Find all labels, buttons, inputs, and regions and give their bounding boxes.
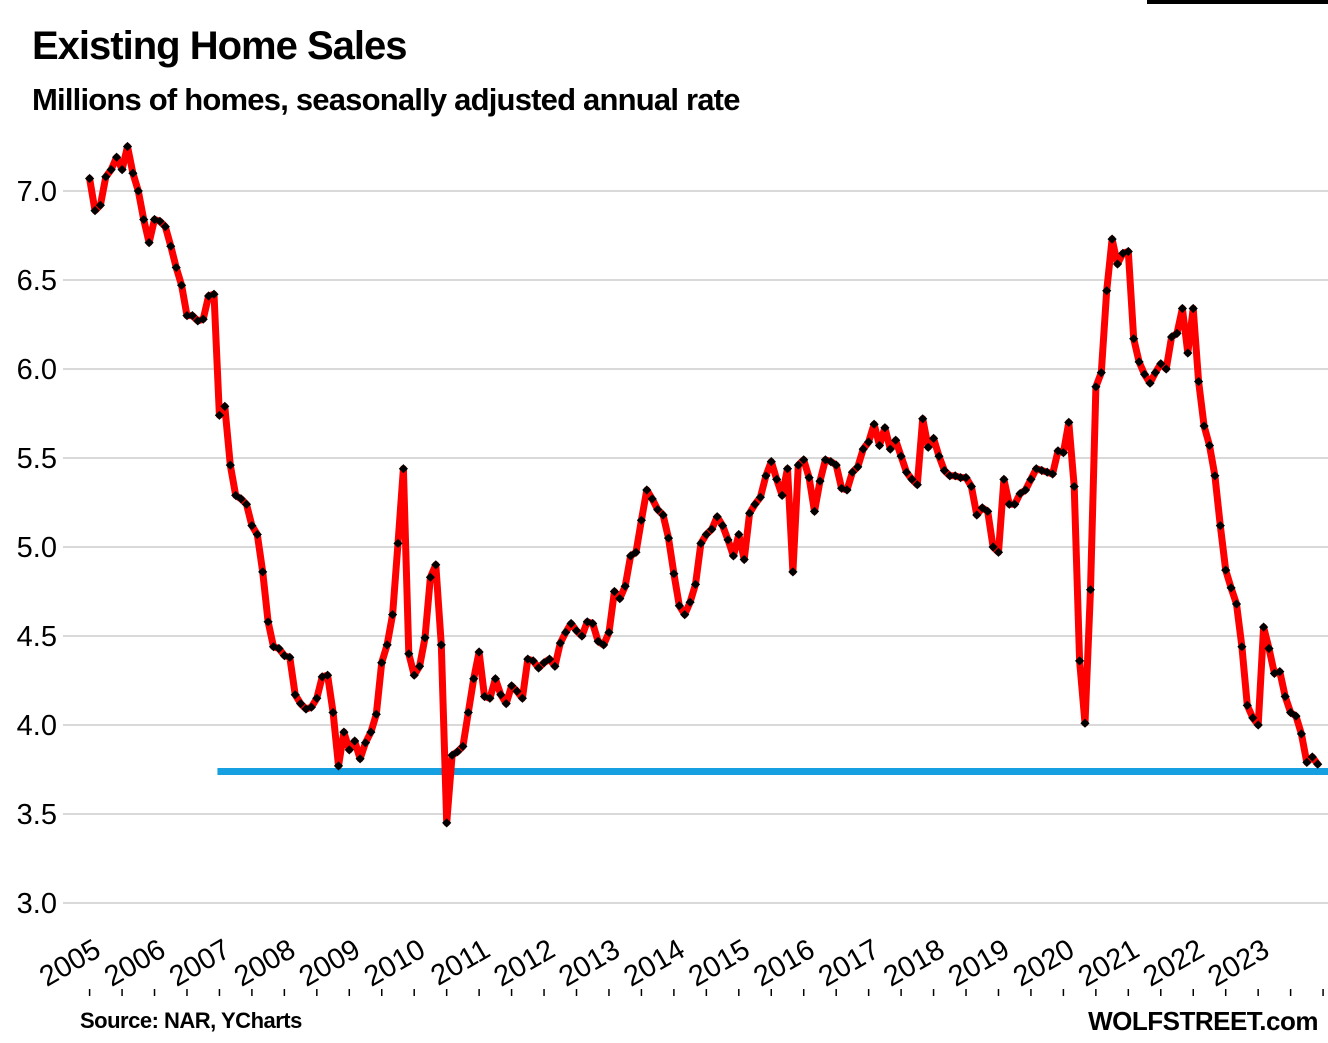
y-axis-labels: 7.0 6.5 6.0 5.5 5.0 4.5 4.0 3.5 3.0 xyxy=(17,176,57,920)
brand-text: WOLFSTREET.com xyxy=(1088,1006,1318,1036)
x-axis-label: 2015 xyxy=(683,933,755,993)
y-axis-label: 4.5 xyxy=(17,621,57,653)
x-axis-label: 2018 xyxy=(878,933,950,993)
x-axis-labels: 2005200620072008200920102011201220132014… xyxy=(34,933,1274,993)
x-axis-label: 2008 xyxy=(229,933,301,993)
page-title: Existing Home Sales xyxy=(32,24,407,68)
x-axis-label: 2017 xyxy=(813,933,885,993)
x-axis-label: 2007 xyxy=(164,933,236,993)
page-subtitle: Millions of homes, seasonally adjusted a… xyxy=(32,82,740,117)
y-axis-label: 3.5 xyxy=(17,799,57,831)
x-axis-label: 2014 xyxy=(619,933,691,993)
x-axis-label: 2019 xyxy=(943,933,1015,993)
gridlines xyxy=(63,190,1328,904)
y-axis-label: 4.0 xyxy=(17,710,57,742)
x-axis-label: 2023 xyxy=(1203,933,1275,993)
y-axis-label: 7.0 xyxy=(17,176,57,208)
x-axis-label: 2012 xyxy=(489,933,561,993)
x-axis-label: 2005 xyxy=(34,933,106,993)
x-axis-label: 2009 xyxy=(294,933,366,993)
x-axis-label: 2011 xyxy=(426,933,496,992)
y-axis-label: 6.0 xyxy=(17,354,57,386)
y-axis-label: 6.5 xyxy=(17,265,57,297)
x-axis-label: 2013 xyxy=(554,933,626,993)
y-axis-label: 5.0 xyxy=(17,532,57,564)
sales-line xyxy=(86,143,1322,827)
x-axis-label: 2021 xyxy=(1073,933,1145,993)
x-axis-label: 2020 xyxy=(1008,933,1080,993)
data-point-markers xyxy=(85,141,1323,828)
x-axis-label: 2022 xyxy=(1138,933,1210,993)
y-axis-label: 3.0 xyxy=(17,888,57,920)
source-text: Source: NAR, YCharts xyxy=(80,1008,302,1033)
x-axis-label: 2006 xyxy=(99,933,171,993)
x-axis-label: 2016 xyxy=(748,933,820,993)
y-axis-label: 5.5 xyxy=(17,443,57,475)
top-right-rule xyxy=(1147,0,1328,4)
x-axis-ticks xyxy=(88,989,1324,996)
x-axis-label: 2010 xyxy=(359,933,431,993)
